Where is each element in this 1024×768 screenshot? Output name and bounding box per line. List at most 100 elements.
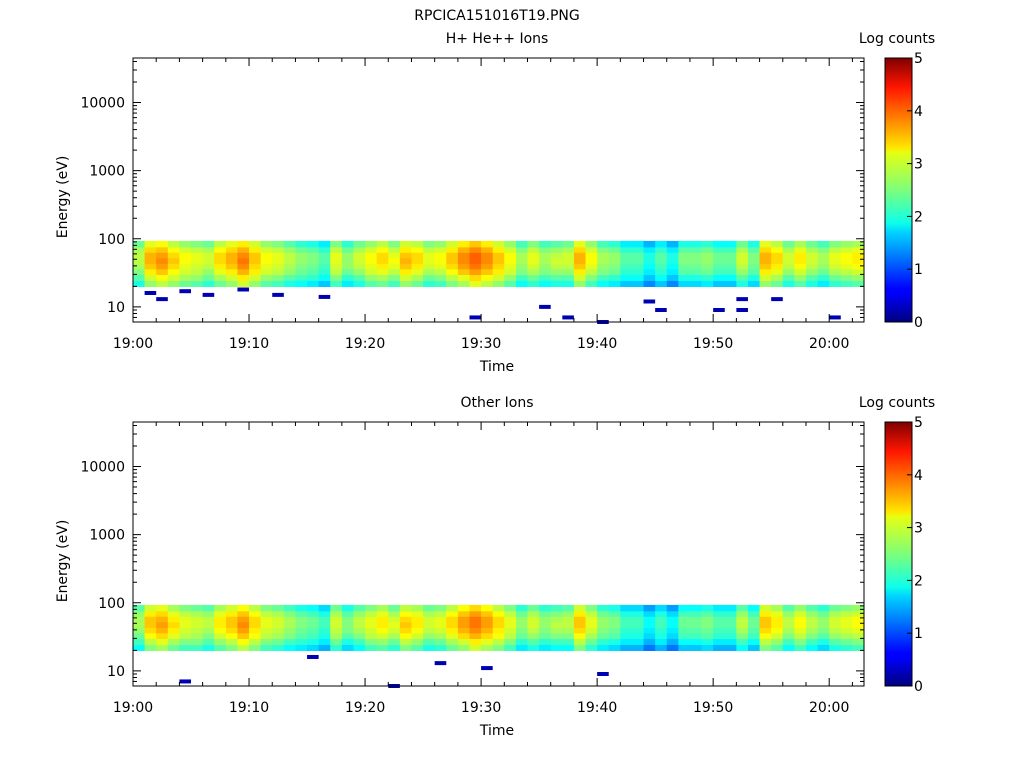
spectrogram-cell	[597, 240, 610, 248]
spectrogram-cell	[191, 251, 204, 259]
spectrogram-cell	[191, 246, 204, 253]
spectrogram-cell	[771, 246, 784, 253]
spectrogram-cell	[747, 257, 760, 264]
spectrogram-cell	[504, 240, 517, 248]
spectrogram-cell	[678, 257, 691, 264]
spectrogram-cell	[631, 615, 644, 623]
spectrogram-cell	[620, 615, 633, 623]
spectrogram-cell	[388, 644, 401, 651]
spectrogram-cell	[399, 262, 412, 270]
spectrogram-cell	[353, 638, 366, 645]
spectrogram-cell	[307, 615, 320, 623]
spectrogram-cell	[573, 644, 586, 651]
spectrogram-cell	[376, 604, 389, 612]
spectrogram-cell	[689, 280, 702, 287]
spectrogram-cell	[283, 626, 296, 634]
spectrogram-cell	[689, 615, 702, 623]
spectrogram-cell	[481, 280, 494, 287]
spectrogram-cell	[457, 632, 470, 639]
spectrogram-cell	[782, 274, 795, 281]
spectrogram-cell	[666, 626, 679, 634]
spectrogram-cell	[527, 246, 540, 253]
spectrogram-cell	[260, 644, 273, 651]
spectrogram-cell	[365, 626, 378, 634]
spectrogram-cell	[608, 644, 621, 651]
spectrogram-cell	[225, 604, 238, 612]
spectrogram-cell	[573, 638, 586, 645]
spectrogram-cell	[736, 274, 749, 281]
spectrogram-cell	[133, 268, 145, 275]
spectrogram-cell	[457, 262, 470, 270]
y-tick-label: 10	[107, 664, 125, 680]
spectrogram-cell	[620, 621, 633, 628]
colorbar-tick-label: 3	[914, 157, 923, 173]
spectrogram-cell	[411, 604, 424, 612]
spectrogram-cell	[365, 615, 378, 623]
spectrogram-cell	[156, 262, 169, 270]
spectrogram-cell	[852, 262, 865, 270]
spectrogram-cell	[515, 257, 528, 264]
spectrogram-cell	[643, 604, 656, 612]
spectrogram-cell	[353, 644, 366, 651]
spectrogram-cell	[283, 644, 296, 651]
spectrogram-cell	[701, 644, 714, 651]
low-count-cell	[179, 289, 192, 294]
spectrogram-cell	[411, 274, 424, 281]
spectrogram-cell	[736, 638, 749, 645]
x-tick-label: 20:00	[809, 336, 849, 352]
spectrogram-cell	[852, 615, 865, 623]
spectrogram-cell	[225, 274, 238, 281]
spectrogram-cell	[376, 246, 389, 253]
spectrogram-cell	[388, 251, 401, 259]
spectrogram-cell	[353, 251, 366, 259]
x-tick-label: 19:10	[229, 700, 269, 716]
spectrogram-cell	[167, 262, 180, 270]
low-count-cell	[179, 679, 192, 684]
spectrogram-cell	[446, 251, 459, 259]
spectrogram-cell	[805, 626, 818, 634]
spectrogram-cell	[539, 610, 552, 617]
low-count-cell	[318, 294, 331, 299]
spectrogram-cell	[225, 251, 238, 259]
spectrogram-cell	[144, 257, 157, 264]
spectrogram-cell	[631, 246, 644, 253]
spectrogram-cell	[307, 626, 320, 634]
spectrogram-cell	[666, 604, 679, 612]
spectrogram-cell	[144, 251, 157, 259]
spectrogram-cell	[423, 610, 436, 617]
low-count-cell	[144, 290, 157, 295]
spectrogram-cell	[782, 604, 795, 612]
spectrogram-cell	[492, 251, 505, 259]
spectrogram-cell	[295, 638, 308, 645]
spectrogram-cell	[585, 280, 598, 287]
spectrogram-cell	[423, 246, 436, 253]
spectrogram-cell	[434, 615, 447, 623]
spectrogram-cell	[562, 610, 575, 617]
spectrogram-cell	[318, 268, 331, 275]
spectrogram-cell	[794, 268, 807, 275]
spectrogram-cell	[388, 621, 401, 628]
spectrogram-cell	[423, 268, 436, 275]
spectrogram-cell	[399, 274, 412, 281]
panel-title: Other Ions	[460, 395, 533, 411]
spectrogram-cell	[736, 246, 749, 253]
spectrogram-cell	[318, 257, 331, 264]
spectrogram-cell	[585, 604, 598, 612]
spectrogram-cell	[655, 615, 668, 623]
spectrogram-cell	[237, 615, 250, 623]
spectrogram-cell	[307, 246, 320, 253]
spectrogram-cell	[133, 615, 145, 623]
spectrogram-cell	[133, 262, 145, 270]
spectrogram-cell	[620, 626, 633, 634]
spectrogram-cell	[481, 638, 494, 645]
spectrogram-cell	[202, 604, 215, 612]
spectrogram-cell	[249, 274, 262, 281]
spectrogram-cell	[562, 615, 575, 623]
spectrogram-cell	[655, 274, 668, 281]
spectrogram-cell	[144, 262, 157, 270]
spectrogram-cell	[365, 257, 378, 264]
spectrogram-cell	[353, 604, 366, 612]
spectrogram-cell	[457, 610, 470, 617]
spectrogram-cell	[446, 274, 459, 281]
spectrogram-cell	[144, 644, 157, 651]
